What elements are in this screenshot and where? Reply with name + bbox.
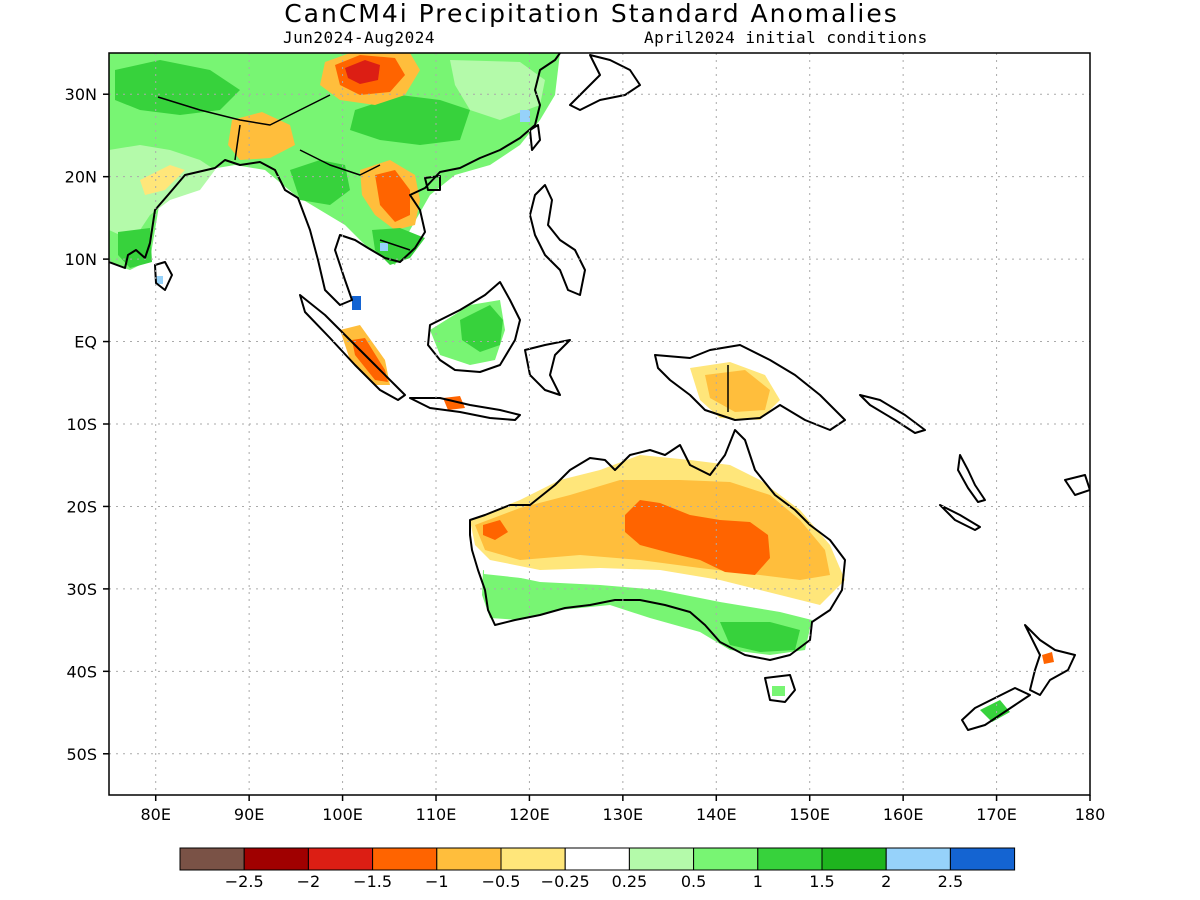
lon-tick-label: 150E [789, 805, 830, 824]
coastline-philippines [529, 184, 586, 296]
legend-swatch [628, 847, 695, 871]
lon-tick-label: 180 [1075, 805, 1106, 824]
anomaly-strongwet-china [350, 95, 470, 145]
lon-tick-label: 160E [883, 805, 924, 824]
lon-tick-label: 100E [322, 805, 363, 824]
lon-tick-label: 130E [603, 805, 644, 824]
lat-tick-label: 20N [65, 168, 97, 187]
anomaly-white-band-australia [484, 568, 815, 617]
anomaly-strongdry-australia [625, 500, 770, 575]
coastline-australia [469, 429, 846, 661]
anomaly-blue-spot [155, 276, 163, 284]
coastline-solomons [859, 394, 926, 434]
anomaly-dry-nz [1042, 652, 1054, 664]
legend-label: −0.5 [482, 872, 521, 891]
lat-tick-label: 40S [66, 662, 97, 681]
legend-label: −1.5 [353, 872, 392, 891]
legend-label: −2 [297, 872, 321, 891]
coastline-japan [569, 54, 641, 111]
anomaly-strongwet-australia [720, 622, 800, 652]
anomaly-fields [109, 53, 1054, 722]
legend-label: 0.5 [681, 872, 706, 891]
coastline-sulawesi [524, 339, 571, 396]
anomaly-red-tibet [345, 60, 380, 84]
legend-label: 2 [881, 872, 891, 891]
coastline-taiwan [529, 124, 541, 151]
anomaly-blue-spot [520, 110, 530, 122]
anomaly-weakwet-china [450, 60, 545, 120]
anomaly-wet-tas [772, 686, 785, 696]
coastline-srilanka [154, 261, 173, 291]
lat-tick-label: 20S [66, 497, 97, 516]
coastlines [109, 53, 1090, 731]
legend-label: −0.25 [541, 872, 590, 891]
legend-swatch [693, 847, 759, 871]
anomaly-wet-nz [980, 700, 1010, 722]
legend-swatch [757, 847, 823, 871]
anomaly-strongwet-sea [290, 160, 350, 205]
lon-tick-label: 120E [509, 805, 550, 824]
lon-tick-label: 90E [234, 805, 264, 824]
border-lines [157, 94, 729, 412]
anomaly-strongdry-indochina [375, 170, 410, 222]
legend-swatch [821, 847, 887, 871]
anomaly-blue-spot [380, 243, 388, 251]
coastline-borneo [427, 281, 521, 373]
coastline-newcaledonia [939, 504, 981, 531]
legend-label: −2.5 [225, 872, 264, 891]
anomaly-strongwet-nw [115, 60, 240, 115]
lon-tick-label: 80E [140, 805, 170, 824]
coastline-nz-north [1024, 624, 1076, 696]
coastline-java [409, 397, 521, 421]
coastline-vanuatu [957, 454, 986, 503]
legend-label: 1 [753, 872, 763, 891]
forecast-period: Jun2024-Aug2024 [283, 28, 435, 47]
legend-swatch [500, 847, 566, 871]
legend-label: −1 [425, 872, 449, 891]
legend-label: 2.5 [938, 872, 963, 891]
coastline-fiji [1064, 474, 1090, 496]
coastline-nz-south [961, 687, 1031, 731]
lat-tick-label: 50S [66, 745, 97, 764]
lon-tick-label: 110E [416, 805, 457, 824]
legend-swatch [307, 847, 374, 871]
coastline-tasmania [764, 674, 796, 703]
coastline-newguinea [654, 344, 846, 431]
legend-swatch [564, 847, 630, 871]
legend-swatch [372, 847, 438, 871]
legend-swatch [885, 847, 951, 871]
anomaly-blue-spot [352, 296, 361, 310]
legend-label: 0.25 [612, 872, 648, 891]
legend-swatch [243, 847, 309, 871]
legend-label: 1.5 [809, 872, 834, 891]
lat-tick-label: 10N [65, 250, 97, 269]
longitude-axis: 80E 90E 100E 110E 120E 130E 140E 150E 160E 170E 18… [140, 795, 1105, 824]
lat-tick-label: 10S [66, 415, 97, 434]
anomaly-strongwet-borneo [460, 305, 503, 352]
color-legend: −2.5 −2 −1.5 −1 −0.5 −0.25 0.25 0.5 1 1.5 2 2.5 [179, 847, 1016, 891]
lat-tick-label: EQ [74, 333, 97, 352]
coastline-asia [109, 53, 561, 306]
anomaly-strongdry-wa [483, 520, 508, 540]
legend-swatch [179, 847, 245, 871]
lon-tick-label: 170E [976, 805, 1017, 824]
initial-conditions: April2024 initial conditions [644, 28, 928, 47]
latitude-axis: 30N 20N 10N EQ 10S 20S 30S 40S 50S [65, 85, 109, 764]
legend-swatch [436, 847, 502, 871]
map-title: CanCM4i Precipitation Standard Anomalies [284, 0, 899, 28]
lat-tick-label: 30N [65, 85, 97, 104]
anomaly-weakdry-india [140, 165, 185, 195]
lon-tick-label: 140E [696, 805, 737, 824]
lat-tick-label: 30S [66, 580, 97, 599]
coastline-sumatra [299, 294, 406, 401]
anomaly-dry-bangladesh [228, 112, 295, 160]
anomaly-strongdry-newguinea [705, 370, 770, 412]
legend-swatch [949, 847, 1016, 871]
coastline-hainan [424, 175, 441, 191]
grid-lines [109, 53, 1090, 795]
